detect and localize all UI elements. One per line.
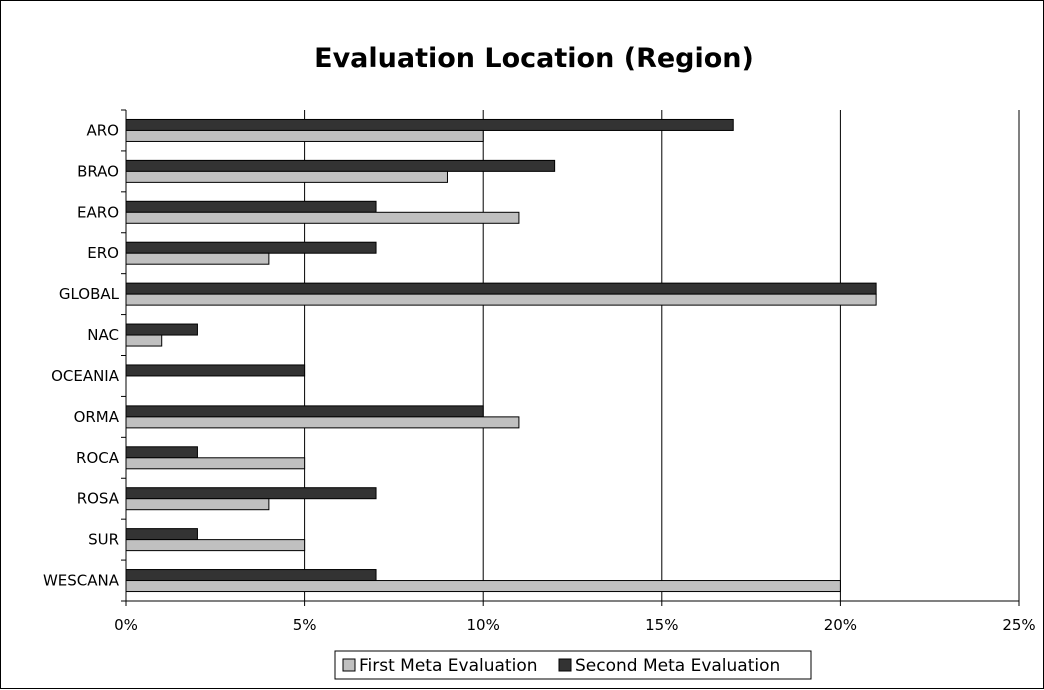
bar-second-global xyxy=(125,282,877,295)
legend: First Meta Evaluation Second Meta Evaluat… xyxy=(334,650,812,680)
axis-labels: 0% 5% 10% 15% 20% 25% ARO BRAO EARO ERO GLOBAL NAC O… xyxy=(43,121,1036,634)
category-label-wescana: WESCANA xyxy=(43,572,120,590)
x-tick-label: 15% xyxy=(645,616,678,634)
bar-second-wescana xyxy=(125,569,377,582)
bar-second-aro xyxy=(125,118,734,131)
category-label-roca: ROCA xyxy=(76,449,120,467)
bar-first-ero xyxy=(125,252,270,265)
chart-title: Evaluation Location (Region) xyxy=(314,43,754,74)
category-label-aro: ARO xyxy=(87,121,120,139)
bar-first-global xyxy=(125,293,877,306)
legend-swatch-second xyxy=(558,658,572,672)
x-tick-label: 25% xyxy=(1002,616,1035,634)
bars xyxy=(125,118,877,593)
bar-second-orma xyxy=(125,405,484,418)
bar-first-orma xyxy=(125,416,520,429)
x-tick-label: 10% xyxy=(467,616,500,634)
bar-first-brao xyxy=(125,170,448,183)
bar-first-rosa xyxy=(125,498,270,511)
bar-first-sur xyxy=(125,539,306,552)
category-label-global: GLOBAL xyxy=(59,285,120,303)
axes xyxy=(121,109,1020,606)
category-label-ero: ERO xyxy=(87,244,119,262)
bar-second-nac xyxy=(125,323,198,336)
category-label-sur: SUR xyxy=(88,531,119,549)
bar-second-ero xyxy=(125,241,377,254)
x-tick-label: 20% xyxy=(824,616,857,634)
bar-first-earo xyxy=(125,211,520,224)
bar-second-rosa xyxy=(125,487,377,500)
legend-label-first: First Meta Evaluation xyxy=(359,656,538,676)
category-label-brao: BRAO xyxy=(77,162,119,180)
bar-second-sur xyxy=(125,528,198,541)
bar-second-brao xyxy=(125,159,556,172)
x-tick-label: 0% xyxy=(114,616,138,634)
bar-second-earo xyxy=(125,200,377,213)
legend-swatch-first xyxy=(342,658,356,672)
bar-second-roca xyxy=(125,446,198,459)
category-label-oceania: OCEANIA xyxy=(51,367,120,385)
category-label-nac: NAC xyxy=(87,326,119,344)
bar-first-roca xyxy=(125,457,306,470)
gridlines xyxy=(304,110,1020,601)
x-tick-label: 5% xyxy=(293,616,317,634)
bar-first-nac xyxy=(125,334,163,347)
category-label-earo: EARO xyxy=(77,203,119,221)
legend-box xyxy=(334,650,812,680)
bar-first-aro xyxy=(125,129,484,142)
bar-second-oceania xyxy=(125,364,306,377)
category-label-orma: ORMA xyxy=(74,408,120,426)
bar-first-wescana xyxy=(125,580,841,593)
legend-label-second: Second Meta Evaluation xyxy=(575,656,780,676)
category-label-rosa: ROSA xyxy=(77,490,120,508)
